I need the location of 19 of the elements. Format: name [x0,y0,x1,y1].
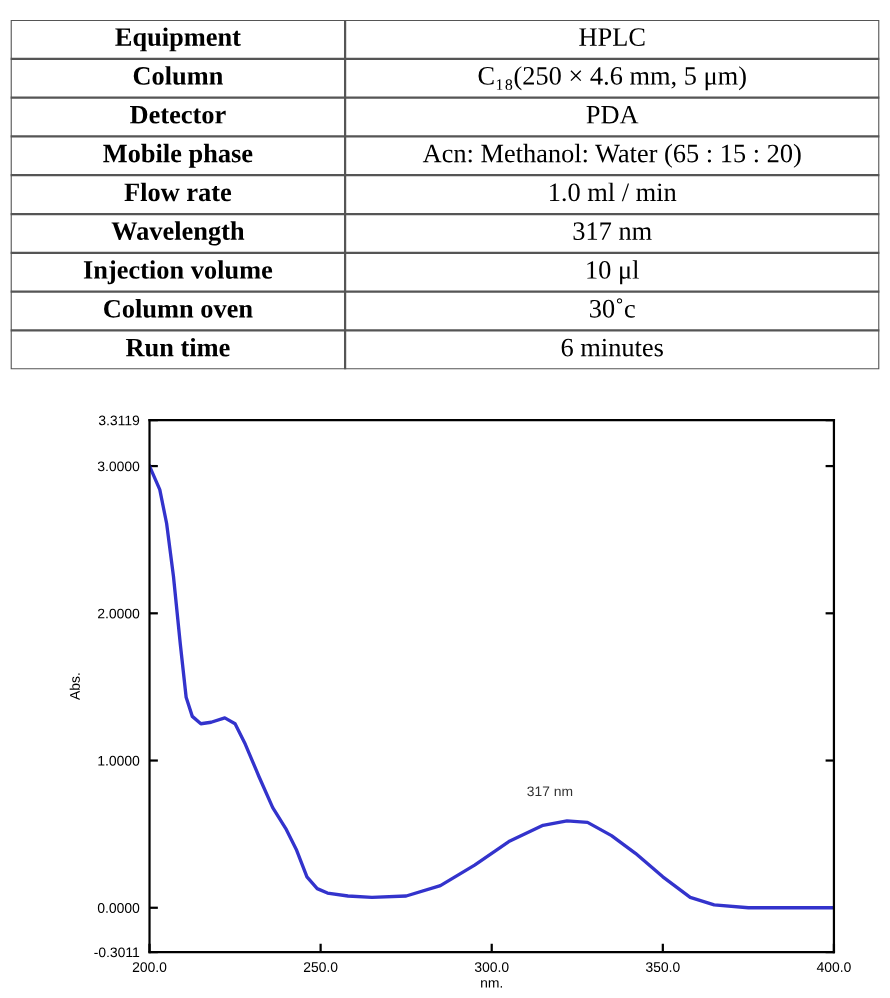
text: Column oven [104,299,253,318]
text: 10 μl [587,260,639,285]
text: 30˚c [590,298,635,318]
text: Wavelength [111,221,245,246]
text: Flow rate [124,182,232,202]
text: 1.0 ml / min [550,182,677,202]
text: Column [133,66,223,85]
text: Run time [125,337,230,357]
text: 6 minutes [561,338,663,357]
text: Equipment [115,27,241,52]
text: C₁₈(250 × 4.6 mm, 5 μm) [478,66,746,91]
line-series [149,464,834,910]
text: Acn: Methanol: Water (65 : 15 : 20) [422,143,801,168]
text: HPLC [579,28,645,46]
text: 317 nm [573,222,652,241]
text: PDA [586,105,639,124]
text: Detector [130,106,226,124]
text: Mobile phase [103,143,253,168]
text: Injection volume [83,260,273,285]
